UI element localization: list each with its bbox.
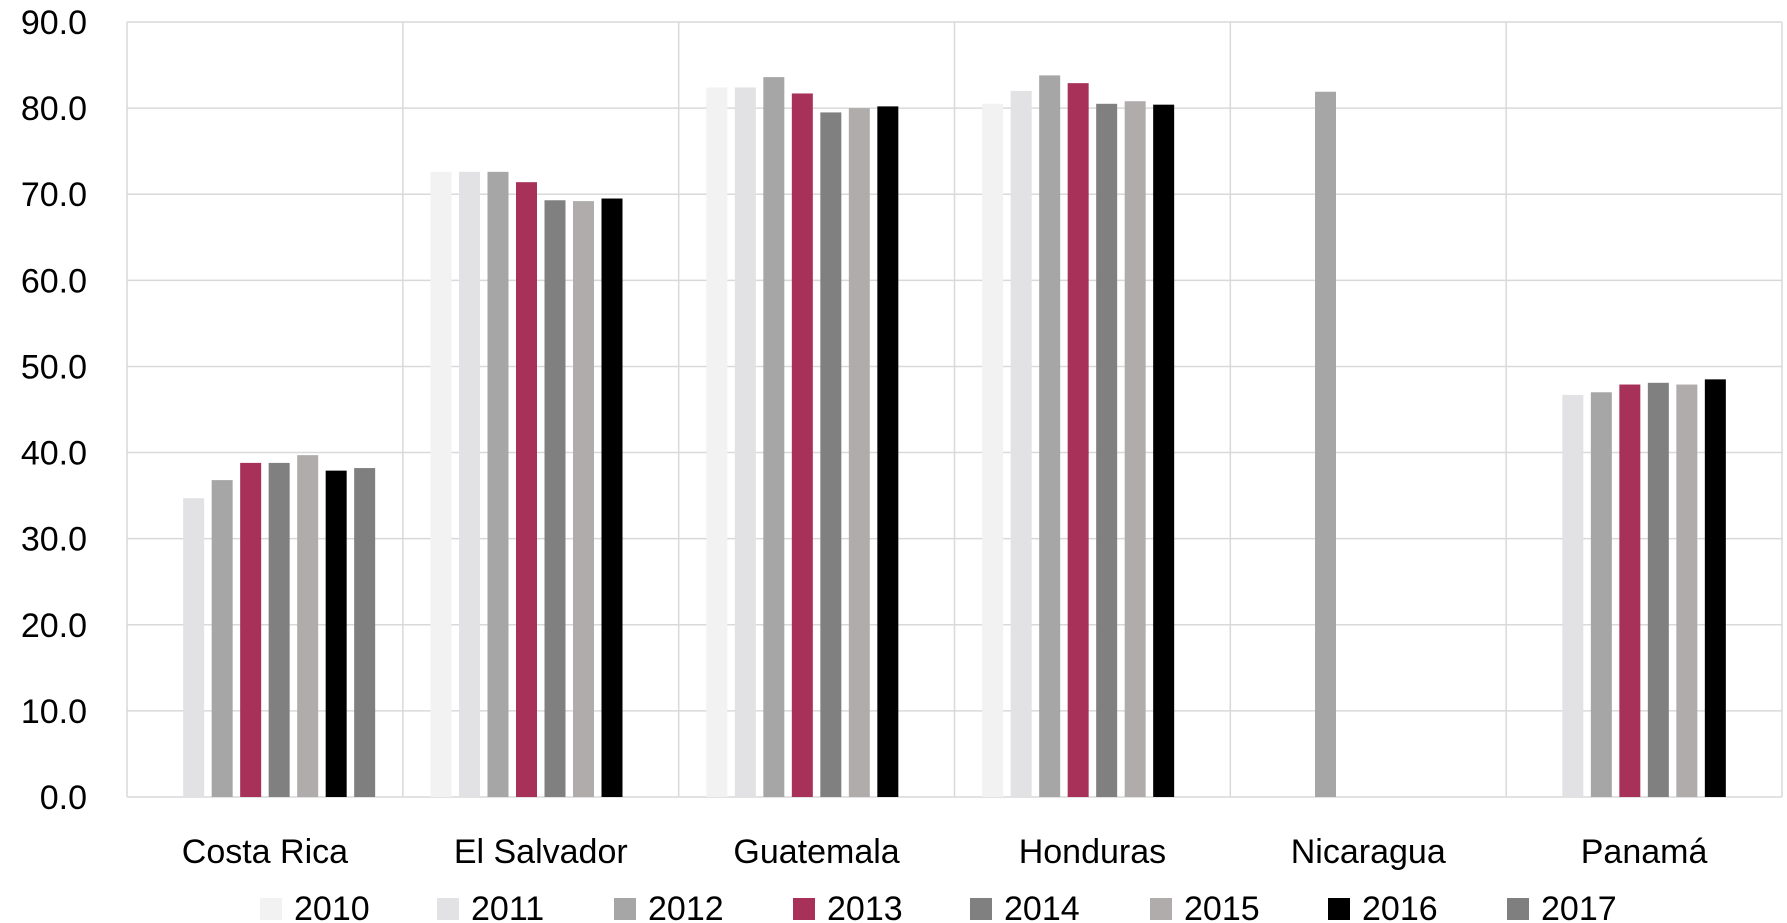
bar-2016-3 — [1153, 104, 1175, 797]
bar-2012-3 — [1039, 75, 1061, 797]
x-axis: Costa Rica El Salvador Guatemala Honduras Ni… — [182, 833, 1708, 871]
legend-label: 2015 — [1184, 890, 1260, 923]
y-tick-label: 10.0 — [21, 693, 87, 731]
legend-swatch-2012 — [614, 898, 636, 920]
y-tick-label: 30.0 — [21, 521, 87, 559]
bar-2011-2 — [734, 87, 756, 797]
bars — [183, 75, 1726, 798]
y-tick-label: 50.0 — [21, 348, 87, 386]
x-category-label: Costa Rica — [182, 833, 348, 871]
bar-2010-3 — [982, 103, 1004, 798]
bar-2011-3 — [1010, 90, 1032, 797]
bar-2014-5 — [1647, 382, 1669, 797]
legend-label: 2011 — [471, 890, 544, 923]
bar-2015-5 — [1676, 384, 1698, 797]
gridlines — [126, 21, 1783, 798]
bar-2017-0 — [354, 468, 376, 797]
bar-2012-1 — [487, 171, 509, 798]
legend-swatch-2011 — [437, 898, 459, 920]
y-tick-label: 40.0 — [21, 435, 87, 473]
bar-2010-1 — [430, 171, 452, 798]
legend-label: 2014 — [1004, 890, 1080, 923]
legend-swatch-2014 — [970, 898, 992, 920]
y-tick-label: 80.0 — [21, 90, 87, 128]
y-tick-label: 90.0 — [21, 4, 87, 42]
bar-2014-2 — [820, 112, 842, 797]
bar-2013-3 — [1067, 83, 1089, 797]
y-tick-label: 60.0 — [21, 262, 87, 300]
legend-label: 2013 — [827, 890, 903, 923]
bar-2015-1 — [573, 201, 594, 798]
bar-2010-2 — [706, 87, 728, 797]
bar-2016-2 — [877, 106, 899, 797]
legend-swatch-2017 — [1507, 898, 1529, 920]
legend-label: 2010 — [294, 890, 370, 923]
bar-2011-0 — [183, 498, 205, 797]
bar-2011-5 — [1562, 394, 1584, 797]
legend-swatch-2016 — [1328, 898, 1350, 920]
bar-2015-2 — [848, 108, 870, 798]
bar-2014-3 — [1096, 103, 1118, 798]
legend: 2010 2011 2012 2013 2014 2015 2016 2017 — [260, 890, 1617, 923]
x-category-label: Nicaragua — [1291, 833, 1446, 871]
bar-2013-5 — [1619, 384, 1641, 797]
legend-label: 2017 — [1541, 890, 1617, 923]
bar-2015-3 — [1124, 101, 1146, 797]
bar-2016-5 — [1704, 379, 1726, 797]
bar-2012-0 — [211, 480, 233, 797]
bar-2013-2 — [791, 93, 813, 797]
legend-swatch-2010 — [260, 898, 282, 920]
legend-swatch-2013 — [793, 898, 815, 920]
legend-label: 2012 — [648, 890, 724, 923]
y-tick-label: 70.0 — [21, 176, 87, 214]
y-tick-label: 20.0 — [21, 607, 87, 645]
y-tick-label: 0.0 — [40, 779, 87, 817]
bar-2016-0 — [325, 470, 347, 797]
x-category-label: Honduras — [1019, 833, 1166, 871]
bar-2012-2 — [763, 77, 785, 798]
bar-2016-1 — [601, 198, 623, 797]
x-category-label: Guatemala — [733, 833, 899, 871]
bar-2013-1 — [516, 182, 537, 797]
x-category-label: El Salvador — [454, 833, 628, 871]
bar-2014-0 — [268, 462, 290, 797]
bar-2015-0 — [297, 455, 319, 797]
x-category-label: Panamá — [1581, 833, 1708, 871]
legend-swatch-2015 — [1150, 898, 1172, 920]
bar-2014-1 — [544, 200, 566, 797]
y-axis: 0.0 10.0 20.0 30.0 40.0 50.0 60.0 70.0 80.0 90.0 — [21, 4, 87, 817]
bar-2013-0 — [240, 462, 262, 797]
bar-2012-4 — [1315, 91, 1336, 797]
bar-2012-5 — [1590, 392, 1612, 797]
bar-2011-1 — [459, 171, 480, 798]
legend-label: 2016 — [1362, 890, 1438, 923]
